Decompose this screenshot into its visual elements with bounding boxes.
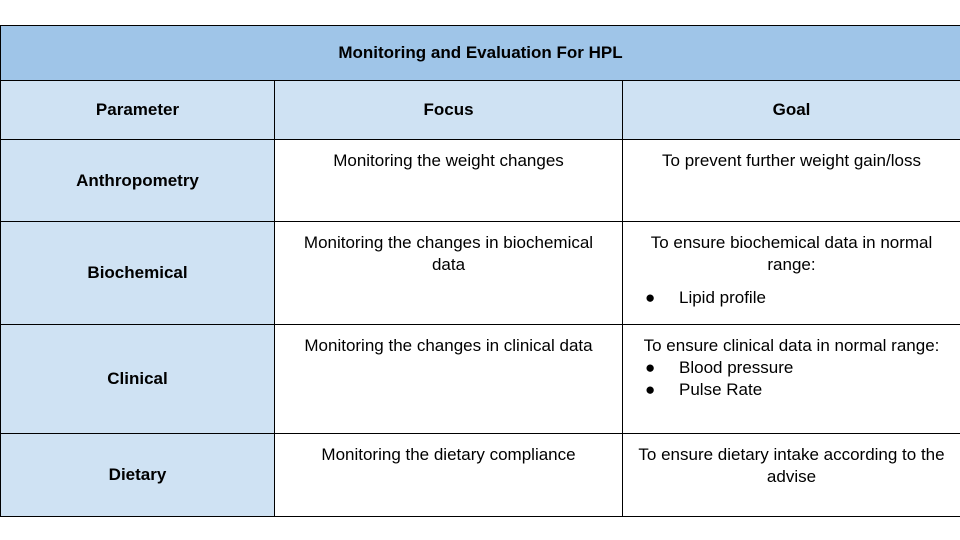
table-row: Anthropometry Monitoring the weight chan… xyxy=(0,139,960,222)
header-focus: Focus xyxy=(274,80,623,140)
table-row: Dietary Monitoring the dietary complianc… xyxy=(0,433,960,517)
goal-text: To ensure clinical data in normal range: xyxy=(643,336,940,355)
goal-bullet: ● Pulse Rate xyxy=(635,379,948,401)
bullet-text: Lipid profile xyxy=(679,288,766,307)
row-goal: To ensure biochemical data in normal ran… xyxy=(622,221,960,325)
row-parameter: Dietary xyxy=(0,433,275,517)
table-row: Biochemical Monitoring the changes in bi… xyxy=(0,221,960,325)
table-title: Monitoring and Evaluation For HPL xyxy=(0,25,960,81)
header-parameter: Parameter xyxy=(0,80,275,140)
table-title-row: Monitoring and Evaluation For HPL xyxy=(0,25,960,81)
row-parameter: Clinical xyxy=(0,324,275,434)
row-focus: Monitoring the changes in biochemical da… xyxy=(274,221,623,325)
bullet-icon: ● xyxy=(645,288,656,307)
row-parameter: Anthropometry xyxy=(0,139,275,222)
table-header-row: Parameter Focus Goal xyxy=(0,80,960,140)
goal-bullet: ● Blood pressure xyxy=(635,357,948,379)
table-row: Clinical Monitoring the changes in clini… xyxy=(0,324,960,434)
row-goal: To prevent further weight gain/loss xyxy=(622,139,960,222)
row-focus: Monitoring the weight changes xyxy=(274,139,623,222)
monitoring-table: Monitoring and Evaluation For HPL Parame… xyxy=(0,25,960,517)
row-parameter: Biochemical xyxy=(0,221,275,325)
goal-text: To prevent further weight gain/loss xyxy=(662,151,921,170)
row-goal: To ensure clinical data in normal range:… xyxy=(622,324,960,434)
row-goal: To ensure dietary intake according to th… xyxy=(622,433,960,517)
goal-bullet-list: ● Lipid profile xyxy=(635,287,948,309)
bullet-text: Blood pressure xyxy=(679,358,794,377)
bullet-text: Pulse Rate xyxy=(679,380,763,399)
goal-text: To ensure dietary intake according to th… xyxy=(638,445,945,486)
goal-bullet-list: ● Blood pressure ● Pulse Rate xyxy=(635,357,948,401)
bullet-icon: ● xyxy=(645,380,656,399)
goal-bullet: ● Lipid profile xyxy=(635,287,948,309)
row-focus: Monitoring the changes in clinical data xyxy=(274,324,623,434)
bullet-icon: ● xyxy=(645,358,656,377)
goal-text: To ensure biochemical data in normal ran… xyxy=(650,233,933,274)
header-goal: Goal xyxy=(622,80,960,140)
row-focus: Monitoring the dietary compliance xyxy=(274,433,623,517)
